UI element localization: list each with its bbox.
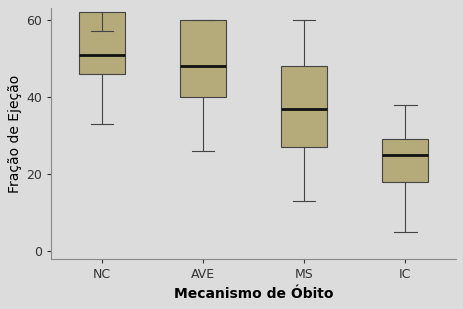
PathPatch shape: [180, 20, 225, 97]
PathPatch shape: [79, 12, 125, 74]
X-axis label: Mecanismo de Óbito: Mecanismo de Óbito: [174, 287, 332, 301]
PathPatch shape: [281, 66, 326, 147]
PathPatch shape: [382, 139, 427, 182]
Y-axis label: Fração de Ejeção: Fração de Ejeção: [8, 74, 22, 193]
